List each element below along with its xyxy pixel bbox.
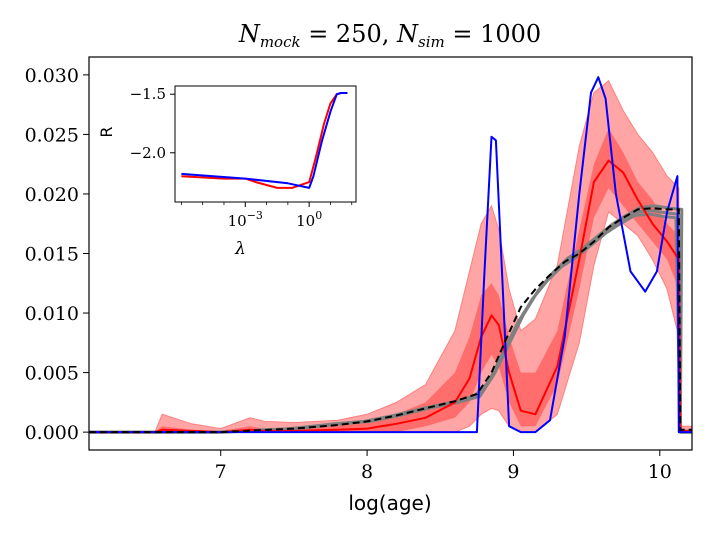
gray-line-2	[89, 212, 692, 434]
y-tick-label: 0.000	[25, 422, 79, 444]
inset-y-label: R	[97, 126, 116, 137]
inset-frame	[174, 85, 357, 203]
truth-blue-line	[89, 76, 692, 434]
inset-y-tick-label: −1.5	[130, 85, 166, 103]
inset-chart: 10−3 100 −2.0 −1.5 λ R	[97, 85, 357, 259]
inset-x-tick-label: 10−3	[228, 209, 263, 230]
inset-background	[175, 86, 356, 202]
y-tick-label: 0.005	[25, 363, 79, 385]
title-n2: N	[396, 20, 419, 48]
inset-plot-group	[181, 92, 348, 189]
median-line	[89, 159, 692, 434]
title-eq1: = 250,	[301, 20, 397, 48]
y-tick-label: 0.020	[25, 184, 79, 206]
x-tick-label: 7	[215, 461, 227, 483]
inset-y-tick-label: −2.0	[130, 144, 166, 162]
gray-line-0	[89, 209, 692, 434]
main-axes: 7 8 9 10 0.000 0.005 0.010 0.015 0.020 0.025 0.030	[25, 56, 693, 483]
x-tick-label: 9	[507, 461, 519, 483]
title-n1: N	[238, 20, 261, 48]
x-axis-label: log(age)	[348, 491, 431, 515]
title-eq2: = 1000	[445, 20, 541, 48]
x-tick-label: 10	[648, 461, 672, 483]
main-plot-clip-group	[89, 76, 692, 434]
title-sub1: mock	[260, 33, 301, 51]
y-tick-label: 0.010	[25, 303, 79, 325]
gray-line-1	[89, 204, 692, 434]
y-tick-label: 0.025	[25, 124, 79, 146]
y-tick-label: 0.030	[25, 65, 79, 87]
x-tick-label: 8	[361, 461, 373, 483]
main-plot-area	[89, 76, 692, 434]
dashed-black-line	[89, 207, 692, 434]
chart-title: Nmock = 250, Nsim = 1000	[238, 20, 541, 51]
title-sub2: sim	[418, 33, 445, 51]
inset-blue-line	[181, 92, 348, 189]
y-tick-label: 0.015	[25, 244, 79, 266]
inset-x-tick-label: 100	[296, 209, 322, 230]
inset-x-label: λ	[234, 239, 246, 259]
